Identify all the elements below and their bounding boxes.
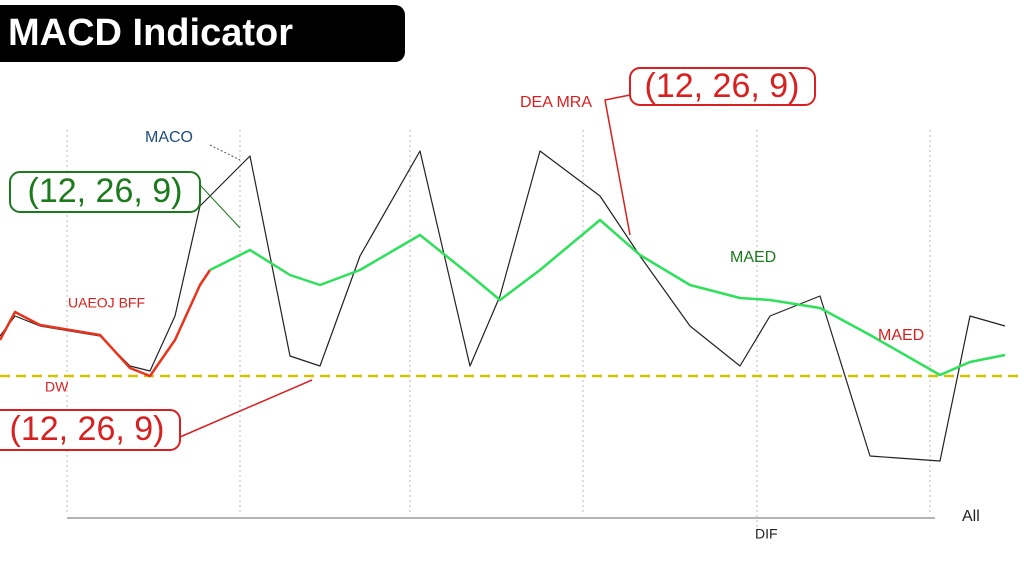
annotation: DIF (755, 526, 778, 542)
leader (179, 379, 313, 438)
annotation: MAED (730, 249, 776, 266)
annotation: DEA MRA (520, 94, 592, 111)
annotation-box (629, 67, 816, 106)
annotation-box (0, 409, 181, 451)
annotation: All (962, 508, 980, 525)
annotation: DW (45, 379, 69, 395)
annotation: (12, 26, 9) (645, 67, 800, 105)
chart-title: MACD Indicator (8, 12, 293, 54)
series-line (209, 218, 1006, 377)
leader (199, 184, 241, 229)
annotation-box (9, 171, 201, 213)
series-line (0, 269, 212, 378)
title-box (0, 5, 405, 62)
annotation: (12, 26, 9) (10, 410, 165, 448)
leader (209, 144, 241, 161)
grid (66, 130, 931, 540)
annotation: MAED (878, 327, 924, 344)
plot (0, 150, 1020, 462)
leader (604, 94, 631, 236)
annotation: UAEOJ BFF (68, 295, 145, 311)
annotation: MACO (145, 129, 193, 146)
annotation: (12, 26, 9) (28, 172, 183, 210)
